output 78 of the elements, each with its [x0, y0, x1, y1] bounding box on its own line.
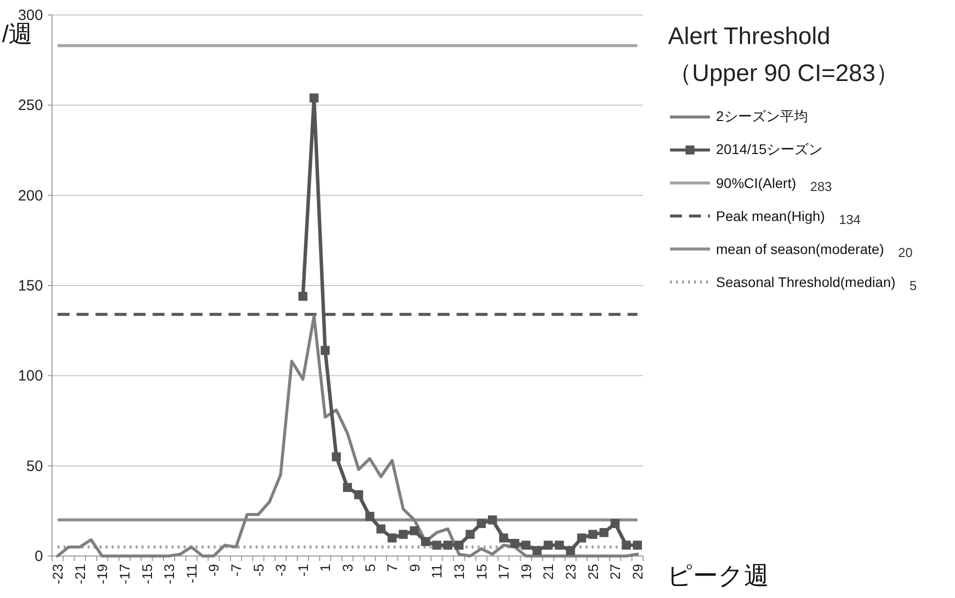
- text: 283: [810, 179, 832, 194]
- x-tick-label: -1: [294, 564, 311, 576]
- point: [466, 530, 475, 539]
- xlabel: ピーク週: [667, 562, 769, 590]
- x-tick-label: 9: [406, 564, 422, 572]
- x-tick-label: 11: [428, 564, 445, 579]
- x-tick-label: -17: [116, 564, 132, 584]
- x-tick-label: 5: [362, 564, 378, 572]
- point: [532, 546, 542, 556]
- x-tick-label: 21: [540, 564, 556, 580]
- x-tick-label: -9: [206, 564, 222, 576]
- point: [510, 538, 520, 548]
- y-tick-label: 300: [18, 7, 43, 24]
- x-tick-label: -23: [50, 564, 66, 584]
- point: [310, 93, 319, 102]
- point: [476, 519, 486, 528]
- y-tick-label: 250: [18, 97, 43, 114]
- point: [298, 292, 308, 301]
- point: [343, 482, 352, 492]
- x-tick-label: -7: [228, 564, 244, 576]
- text: 5: [910, 278, 917, 293]
- point: [421, 537, 430, 546]
- point: [398, 530, 408, 539]
- x-tick-label: 27: [607, 564, 624, 580]
- point: [499, 533, 508, 542]
- x-tick-label: -21: [72, 564, 88, 584]
- y-tick-label: 100: [18, 368, 43, 385]
- x-tick-label: -13: [161, 564, 178, 584]
- point: [410, 526, 419, 536]
- x-tick-label: 3: [340, 564, 356, 572]
- legend-label: Peak mean(High): [716, 208, 825, 224]
- legend-title: Alert Threshold（Upper 90 CI=283）: [668, 22, 900, 89]
- text: 20: [898, 245, 913, 260]
- point: [554, 540, 564, 550]
- x-tick-label: -3: [272, 564, 289, 576]
- point: [320, 346, 330, 355]
- x-tick-label: -5: [250, 564, 266, 576]
- legend-label: Seasonal Threshold(median): [716, 274, 896, 290]
- x-tick-label: -19: [94, 564, 110, 584]
- text: 134: [838, 212, 861, 227]
- point: [454, 540, 464, 550]
- point: [376, 524, 386, 534]
- x-tick-label: -11: [183, 564, 200, 584]
- point: [488, 515, 497, 524]
- point: [388, 533, 397, 542]
- x-tick-label: 23: [562, 564, 579, 580]
- point: [599, 528, 608, 538]
- x-tick-label: 25: [584, 564, 601, 580]
- x-tick-label: 29: [629, 564, 646, 580]
- point: [332, 452, 341, 462]
- y-tick-label: 150: [18, 278, 43, 294]
- point: [577, 533, 586, 542]
- x-tick-label: 13: [451, 564, 468, 580]
- point: [443, 540, 452, 550]
- legend-label: 2014/15シーズン: [716, 140, 823, 158]
- point: [622, 540, 631, 550]
- legend-label: 2シーズン平均: [716, 108, 808, 126]
- x-tick-label: 7: [384, 564, 400, 572]
- x-tick-label: 17: [496, 564, 512, 580]
- point: [365, 512, 374, 521]
- point: [432, 540, 442, 550]
- point: [632, 540, 642, 550]
- x-tick-label: 19: [518, 564, 534, 580]
- legend-label: 90%CI(Alert): [716, 174, 796, 190]
- x-tick-label: 15: [473, 564, 490, 580]
- point: [588, 530, 598, 539]
- point: [610, 519, 620, 528]
- ylabel: /週: [2, 21, 33, 48]
- point: [521, 540, 530, 550]
- y-tick-label: 200: [18, 187, 43, 204]
- y-tick-label: 50: [26, 458, 43, 475]
- x-tick-label: -15: [138, 564, 155, 584]
- y-tick-label: 0: [34, 548, 43, 565]
- point: [566, 546, 576, 556]
- point: [544, 540, 553, 550]
- point: [354, 490, 364, 500]
- legend-label: mean of season(moderate): [716, 240, 884, 256]
- x-tick-label: 1: [317, 564, 334, 572]
